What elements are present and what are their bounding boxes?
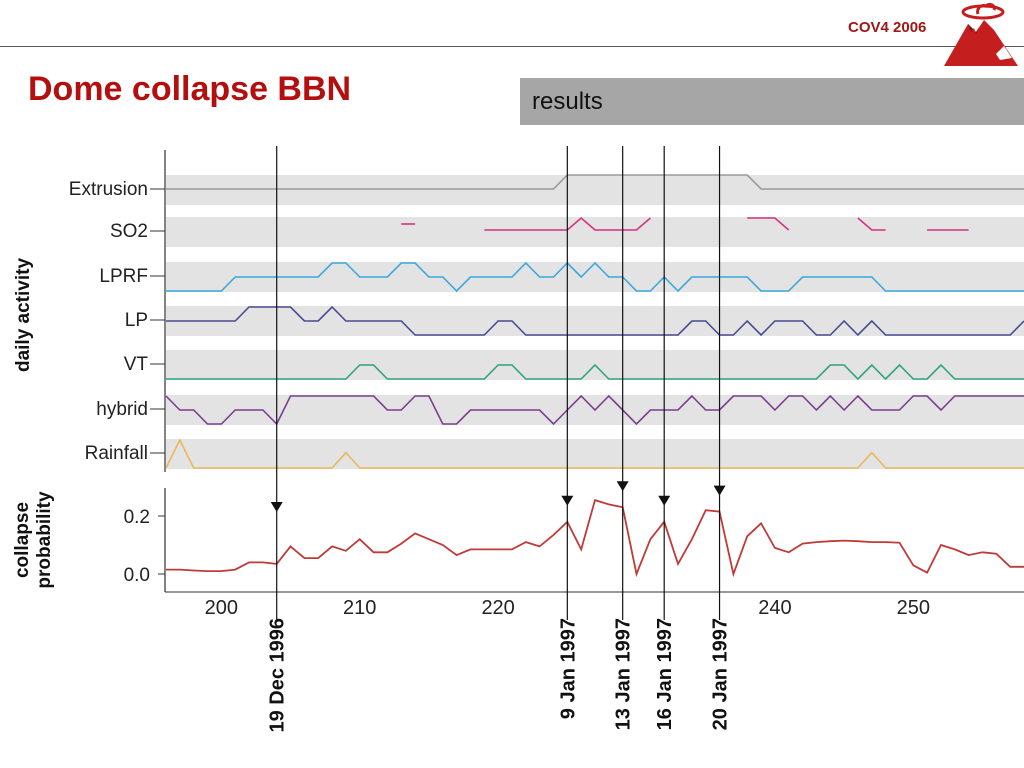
activity-axis-label: daily activity — [13, 258, 34, 372]
event-marker-4 — [713, 485, 726, 496]
conference-label: COV4 2006 — [848, 19, 927, 36]
event-marker-1 — [561, 495, 574, 506]
event-label-0: 19 Dec 1996 — [267, 618, 289, 733]
activity-label-lp: LP — [125, 310, 148, 331]
activity-band-1 — [166, 217, 1024, 247]
activity-label-vt: VT — [124, 354, 149, 375]
series-line-lprf — [166, 261, 1024, 293]
event-label-3: 16 Jan 1997 — [654, 618, 676, 730]
x-tick-label-200: 200 — [205, 597, 238, 619]
x-tick-label-210: 210 — [343, 597, 376, 619]
series-line-hybrid — [165, 394, 1024, 426]
activity-label-hybrid: hybrid — [96, 399, 148, 420]
probability-axis-label: collapseprobability — [12, 491, 55, 589]
event-marker-0 — [270, 502, 283, 512]
x-tick-label-220: 220 — [481, 597, 514, 619]
probability-tick-label-0.0: 0.0 — [124, 565, 150, 586]
activity-label-extrusion: Extrusion — [69, 179, 148, 200]
event-marker-3 — [658, 495, 671, 506]
section-banner: results — [520, 78, 1024, 125]
activity-label-lprf: LPRF — [99, 266, 148, 287]
event-marker-2 — [616, 481, 629, 492]
probability-tick-label-0.2: 0.2 — [124, 507, 150, 528]
series-line-vt — [166, 363, 1024, 381]
x-tick-label-250: 250 — [897, 597, 930, 619]
probability-axis-label-line: probability — [34, 491, 55, 589]
x-tick-label-240: 240 — [758, 597, 791, 619]
series-line-extrusion — [166, 174, 1024, 190]
volcano-logo-icon — [944, 2, 1018, 66]
activity-band-6 — [166, 439, 1024, 469]
event-label-2: 13 Jan 1997 — [613, 618, 635, 730]
slide-title: Dome collapse BBN — [28, 70, 352, 108]
series-line-so2-1 — [484, 216, 651, 231]
event-label-4: 20 Jan 1997 — [710, 618, 732, 730]
activity-label-so2: SO2 — [110, 221, 148, 242]
probability-axis-label-line: collapse — [12, 502, 33, 578]
series-line-collapse-probability — [166, 498, 1024, 578]
series-line-rainfall — [165, 438, 1024, 469]
activity-label-rainfall: Rainfall — [85, 443, 148, 464]
series-line-lp — [166, 305, 1024, 337]
section-label: results — [532, 88, 603, 115]
series-line-so2-3 — [857, 217, 886, 231]
bbn-chart: Extrusion SO2 LPRF LP VT hybrid Rainfall daily … — [12, 146, 1024, 733]
header-divider — [0, 46, 1024, 47]
series-line-so2-2 — [747, 217, 790, 231]
event-label-1: 9 Jan 1997 — [557, 618, 579, 719]
activity-band-0 — [166, 175, 1024, 205]
